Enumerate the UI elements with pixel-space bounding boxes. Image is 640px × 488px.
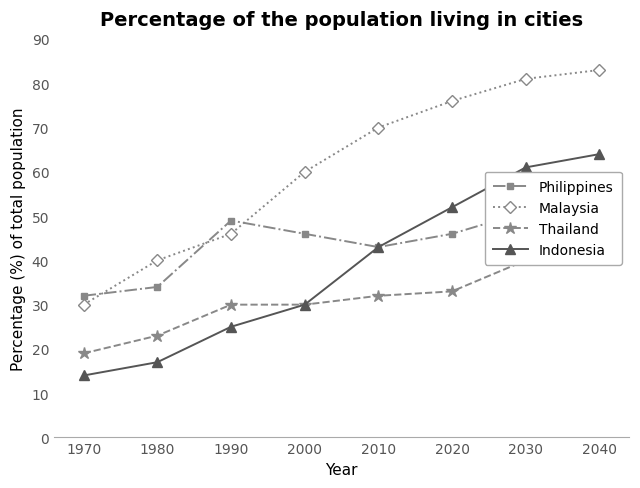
Line: Philippines: Philippines bbox=[80, 187, 603, 300]
Philippines bbox=[374, 244, 382, 250]
Line: Thailand: Thailand bbox=[77, 210, 605, 360]
Indonesia bbox=[374, 244, 382, 250]
Thailand bbox=[301, 302, 308, 308]
Thailand bbox=[522, 258, 529, 264]
Malaysia bbox=[154, 258, 161, 264]
Indonesia bbox=[154, 360, 161, 366]
Philippines bbox=[448, 231, 456, 237]
Malaysia bbox=[227, 231, 235, 237]
Indonesia bbox=[596, 152, 604, 158]
Thailand bbox=[227, 302, 235, 308]
Indonesia bbox=[301, 302, 308, 308]
Indonesia bbox=[80, 373, 88, 379]
Malaysia bbox=[448, 99, 456, 105]
Philippines bbox=[227, 218, 235, 224]
Indonesia bbox=[448, 205, 456, 211]
Line: Malaysia: Malaysia bbox=[79, 67, 604, 309]
Y-axis label: Percentage (%) of total population: Percentage (%) of total population bbox=[11, 107, 26, 370]
X-axis label: Year: Year bbox=[325, 462, 358, 477]
Indonesia bbox=[522, 165, 529, 171]
Indonesia bbox=[227, 324, 235, 330]
Malaysia bbox=[374, 125, 382, 131]
Thailand bbox=[80, 351, 88, 357]
Malaysia bbox=[80, 302, 88, 308]
Philippines bbox=[522, 209, 529, 215]
Philippines bbox=[154, 285, 161, 290]
Malaysia bbox=[522, 77, 529, 82]
Legend: Philippines, Malaysia, Thailand, Indonesia: Philippines, Malaysia, Thailand, Indones… bbox=[484, 172, 622, 265]
Thailand bbox=[448, 289, 456, 295]
Title: Percentage of the population living in cities: Percentage of the population living in c… bbox=[100, 11, 583, 30]
Malaysia bbox=[301, 169, 308, 175]
Thailand bbox=[154, 333, 161, 339]
Philippines bbox=[596, 187, 604, 193]
Line: Indonesia: Indonesia bbox=[79, 150, 604, 381]
Philippines bbox=[80, 293, 88, 299]
Thailand bbox=[596, 214, 604, 220]
Malaysia bbox=[596, 68, 604, 74]
Philippines bbox=[301, 231, 308, 237]
Thailand bbox=[374, 293, 382, 299]
